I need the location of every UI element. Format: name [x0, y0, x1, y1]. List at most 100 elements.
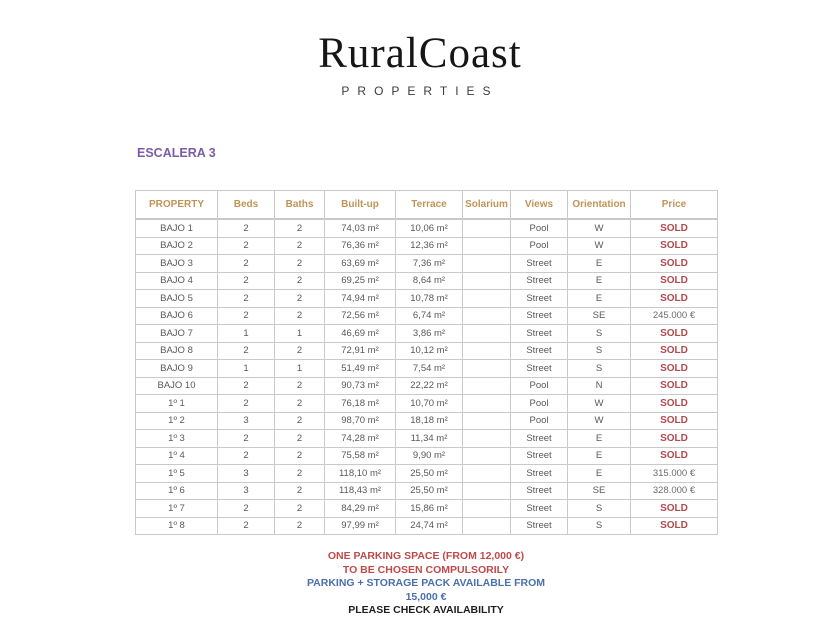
table-row: BAJO 9 1 1 51,49 m² 7,54 m² Street S SOLD [135, 359, 718, 378]
price-cell: SOLD [630, 499, 718, 518]
price-cell: SOLD [630, 341, 718, 360]
table-row: BAJO 1 2 2 74,03 m² 10,06 m² Pool W SOLD [135, 218, 718, 238]
table-row: 1º 3 2 2 74,28 m² 11,34 m² Street E SOLD [135, 429, 718, 448]
table-cell: 2 [274, 429, 325, 448]
table-row: BAJO 5 2 2 74,94 m² 10,78 m² Street E SOLD [135, 289, 718, 308]
table-cell: BAJO 3 [135, 254, 218, 273]
table-row: 1º 2 3 2 98,70 m² 18,18 m² Pool W SOLD [135, 411, 718, 430]
price-cell: SOLD [630, 218, 718, 238]
table-cell: 2 [217, 289, 275, 308]
table-row: 1º 6 3 2 118,43 m² 25,50 m² Street SE 328.000 € [135, 481, 718, 500]
table-cell: 2 [217, 516, 275, 535]
table-cell: 25,50 m² [395, 464, 463, 483]
table-row: 1º 1 2 2 76,18 m² 10,70 m² Pool W SOLD [135, 394, 718, 413]
table-cell: BAJO 7 [135, 324, 218, 343]
table-cell: E [567, 289, 631, 308]
table-cell: 2 [217, 341, 275, 360]
brand-tagline: PROPERTIES [341, 84, 499, 99]
table-cell [462, 324, 511, 343]
price-cell: SOLD [630, 324, 718, 343]
table-cell: 2 [274, 411, 325, 430]
table-cell: 2 [217, 306, 275, 325]
table-cell: E [567, 446, 631, 465]
price-cell: SOLD [630, 429, 718, 448]
table-cell: 1 [274, 359, 325, 378]
table-cell: S [567, 324, 631, 343]
table-row: BAJO 7 1 1 46,69 m² 3,86 m² Street S SOLD [135, 324, 718, 343]
column-header-baths: Baths [274, 190, 325, 220]
table-cell [462, 429, 511, 448]
table-cell: 11,34 m² [395, 429, 463, 448]
table-cell: Street [510, 271, 568, 290]
properties-table: PROPERTY Beds Baths Built-up Terrace Solarium… [135, 190, 718, 535]
table-cell: 3,86 m² [395, 324, 463, 343]
column-header-terrace: Terrace [395, 190, 463, 220]
table-cell: S [567, 341, 631, 360]
table-cell: 2 [274, 236, 325, 255]
table-cell: W [567, 218, 631, 238]
column-header-solarium: Solarium [462, 190, 511, 220]
table-cell: W [567, 236, 631, 255]
table-cell: 76,36 m² [324, 236, 396, 255]
price-cell: SOLD [630, 271, 718, 290]
table-cell: BAJO 4 [135, 271, 218, 290]
price-cell: 315.000 € [630, 464, 718, 483]
table-cell: Pool [510, 411, 568, 430]
table-cell: 2 [274, 289, 325, 308]
table-cell: Street [510, 359, 568, 378]
table-cell [462, 411, 511, 430]
table-cell: 74,28 m² [324, 429, 396, 448]
table-cell: 1º 7 [135, 499, 218, 518]
table-row: BAJO 10 2 2 90,73 m² 22,22 m² Pool N SOLD [135, 376, 718, 395]
table-cell: 1º 5 [135, 464, 218, 483]
table-cell: 84,29 m² [324, 499, 396, 518]
table-cell: 1 [217, 324, 275, 343]
table-cell [462, 306, 511, 325]
table-cell: 2 [274, 306, 325, 325]
table-cell: S [567, 499, 631, 518]
table-cell: N [567, 376, 631, 395]
table-cell: Pool [510, 394, 568, 413]
table-cell: Pool [510, 218, 568, 238]
table-cell: BAJO 8 [135, 341, 218, 360]
table-cell: Pool [510, 376, 568, 395]
table-cell [462, 359, 511, 378]
table-cell: 51,49 m² [324, 359, 396, 378]
table-cell: 1 [217, 359, 275, 378]
column-header-beds: Beds [217, 190, 275, 220]
table-cell: 22,22 m² [395, 376, 463, 395]
table-cell: BAJO 6 [135, 306, 218, 325]
table-cell: 46,69 m² [324, 324, 396, 343]
table-cell: 9,90 m² [395, 446, 463, 465]
table-cell: 7,36 m² [395, 254, 463, 273]
table-cell: 2 [217, 499, 275, 518]
table-row: BAJO 6 2 2 72,56 m² 6,74 m² Street SE 245.000 € [135, 306, 718, 325]
footer-notes: ONE PARKING SPACE (FROM 12,000 €) TO BE C… [135, 550, 717, 618]
table-cell: Street [510, 481, 568, 500]
table-cell: W [567, 411, 631, 430]
table-cell [462, 481, 511, 500]
price-cell: SOLD [630, 289, 718, 308]
note-line: PARKING + STORAGE PACK AVAILABLE FROM [306, 577, 546, 589]
table-cell: 25,50 m² [395, 481, 463, 500]
table-cell: 2 [274, 446, 325, 465]
table-cell: 2 [217, 254, 275, 273]
table-cell: Street [510, 516, 568, 535]
brand-name: RuralCoast [318, 30, 522, 77]
table-cell: Street [510, 341, 568, 360]
table-cell: 118,10 m² [324, 464, 396, 483]
table-cell: 2 [274, 499, 325, 518]
table-cell: E [567, 254, 631, 273]
table-cell: S [567, 516, 631, 535]
table-cell: 98,70 m² [324, 411, 396, 430]
table-cell: 6,74 m² [395, 306, 463, 325]
table-row: 1º 7 2 2 84,29 m² 15,86 m² Street S SOLD [135, 499, 718, 518]
column-header-orientation: Orientation [567, 190, 631, 220]
note-line: 15,000 € [405, 590, 447, 603]
table-row: BAJO 2 2 2 76,36 m² 12,36 m² Pool W SOLD [135, 236, 718, 255]
table-cell: 2 [274, 254, 325, 273]
section-title: ESCALERA 3 [137, 146, 216, 160]
price-cell: SOLD [630, 446, 718, 465]
